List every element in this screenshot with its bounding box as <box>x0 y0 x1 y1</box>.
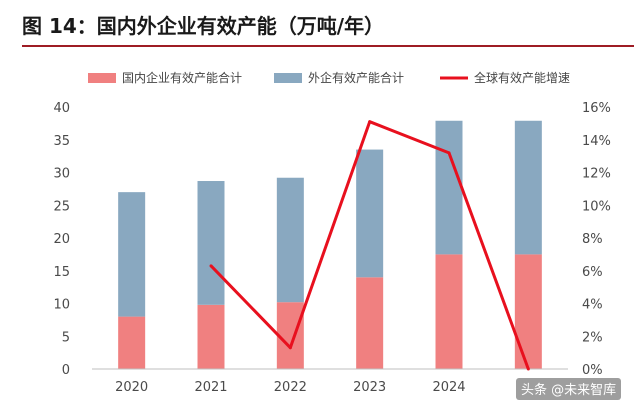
growth-point <box>447 151 451 155</box>
right-tick-label: 8% <box>582 232 603 247</box>
left-tick-label: 10 <box>53 298 70 313</box>
bar-foreign-2024 <box>435 120 463 255</box>
left-tick-label: 40 <box>53 101 70 116</box>
left-tick-label: 25 <box>53 199 70 214</box>
legend-label-2: 全球有效产能增速 <box>474 70 570 85</box>
x-tick-label: 2024 <box>432 380 465 395</box>
x-tick-label: 2020 <box>115 380 148 395</box>
chart-legend: 国内企业有效产能合计 外企有效产能合计 全球有效产能增速 <box>88 70 570 85</box>
left-tick-label: 15 <box>53 265 70 280</box>
x-tick-label: 2023 <box>353 380 386 395</box>
right-tick-label: 10% <box>582 199 611 214</box>
bar-domestic-2024 <box>435 254 463 369</box>
right-tick-label: 12% <box>582 167 611 182</box>
bar-domestic-2025 <box>514 254 542 369</box>
left-tick-label: 35 <box>53 134 70 149</box>
growth-point <box>288 346 292 350</box>
growth-point <box>526 367 530 371</box>
right-tick-label: 0% <box>582 363 603 378</box>
bar-domestic-2022 <box>276 302 304 369</box>
watermark: 头条 @未来智库 <box>516 378 622 400</box>
figure-title: 图 14：国内外企业有效产能（万吨/年） <box>22 14 385 38</box>
bar-domestic-2020 <box>118 316 146 369</box>
right-tick-label: 6% <box>582 265 603 280</box>
left-tick-label: 30 <box>53 167 70 182</box>
bar-foreign-2020 <box>118 192 146 317</box>
legend-label-0: 国内企业有效产能合计 <box>122 70 242 85</box>
legend-label-1: 外企有效产能合计 <box>308 70 404 85</box>
growth-line-group <box>209 120 530 371</box>
left-tick-label: 5 <box>62 330 70 345</box>
bar-foreign-2022 <box>276 177 304 303</box>
right-tick-label: 4% <box>582 298 603 313</box>
bar-domestic-2021 <box>197 304 225 369</box>
figure-header: 图 14：国内外企业有效产能（万吨/年） <box>0 0 640 47</box>
x-axis: 2020 2021 2022 2023 2024 <box>92 368 568 395</box>
growth-point <box>209 264 213 268</box>
left-y-axis: 0 5 10 15 20 25 30 35 40 <box>53 101 70 378</box>
bars-group <box>118 120 542 369</box>
left-tick-label: 0 <box>62 363 70 378</box>
left-tick-label: 20 <box>53 232 70 247</box>
right-tick-label: 16% <box>582 101 611 116</box>
right-tick-label: 2% <box>582 330 603 345</box>
growth-point <box>368 120 372 124</box>
title-divider <box>22 45 634 47</box>
legend-swatch-1 <box>274 73 302 83</box>
right-tick-label: 14% <box>582 134 611 149</box>
legend-swatch-0 <box>88 73 116 83</box>
x-tick-label: 2022 <box>274 380 307 395</box>
bar-foreign-2021 <box>197 181 225 305</box>
bar-foreign-2025 <box>514 120 542 255</box>
bar-foreign-2023 <box>356 149 384 278</box>
right-y-axis: 0% 2% 4% 6% 8% 10% 12% 14% 16% <box>582 101 611 378</box>
x-tick-label: 2021 <box>194 380 227 395</box>
bar-domestic-2023 <box>356 277 384 369</box>
